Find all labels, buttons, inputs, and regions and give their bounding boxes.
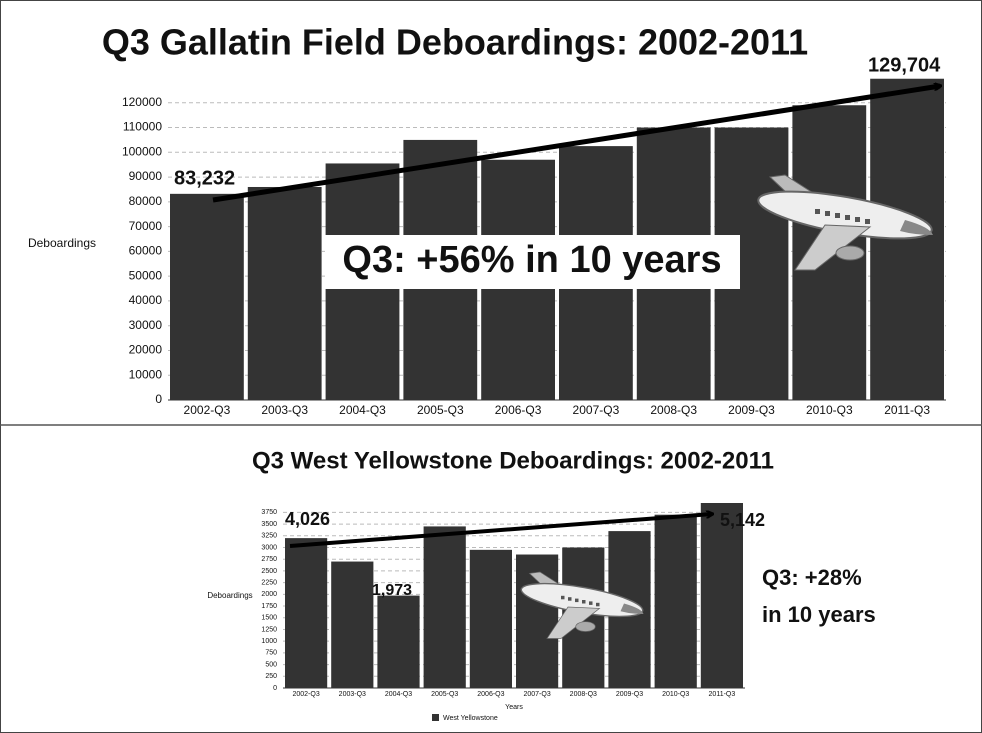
y-tick-label: 80000: [129, 194, 163, 208]
x-tick-label: 2003-Q3: [339, 691, 366, 698]
y-tick-label: 2500: [261, 568, 277, 575]
bar: [285, 538, 328, 688]
bar: [377, 595, 420, 688]
y-tick-label: 50000: [129, 268, 163, 282]
annotation: 5,142: [720, 510, 765, 530]
y-tick-label: 110000: [123, 120, 162, 134]
bar: [423, 526, 466, 688]
annotation: Q3: +56% in 10 years: [342, 239, 721, 281]
x-tick-label: 2009-Q3: [616, 691, 643, 698]
x-tick-label: 2004-Q3: [339, 403, 386, 417]
bar: [170, 193, 244, 400]
x-tick-label: 2005-Q3: [417, 403, 464, 417]
legend-swatch: [432, 714, 439, 721]
y-tick-label: 90000: [129, 169, 163, 183]
bar: [700, 503, 743, 688]
y-tick-label: 100000: [122, 144, 162, 158]
y-tick-label: 3750: [261, 509, 277, 516]
y-tick-label: 60000: [129, 244, 163, 258]
x-tick-label: 2004-Q3: [385, 691, 412, 698]
y-tick-label: 2000: [261, 591, 277, 598]
y-tick-label: 40000: [129, 293, 163, 307]
annotation: in 10 years: [762, 602, 876, 627]
bar: [870, 78, 944, 401]
y-tick-label: 0: [273, 685, 277, 692]
y-tick-label: 3000: [261, 544, 277, 551]
bar: [247, 186, 322, 400]
y-tick-label: 20000: [129, 343, 163, 357]
legend-label: West Yellowstone: [443, 715, 498, 722]
x-tick-label: 2010-Q3: [662, 691, 689, 698]
y-axis-label: Deboardings: [207, 591, 252, 600]
x-axis-label: Years: [505, 704, 523, 711]
chart-title: Q3 Gallatin Field Deboardings: 2002-2011: [102, 22, 808, 63]
y-tick-label: 2250: [261, 579, 277, 586]
y-axis-label: Deboardings: [28, 236, 96, 250]
y-tick-label: 1250: [261, 626, 277, 633]
annotation: 1,973: [372, 582, 412, 599]
trend-arrow: [289, 514, 712, 548]
y-tick-label: 30000: [129, 318, 163, 332]
y-tick-label: 3500: [261, 521, 277, 528]
y-tick-label: 3250: [261, 533, 277, 540]
x-tick-label: 2005-Q3: [431, 691, 458, 698]
y-tick-label: 10000: [129, 367, 163, 381]
x-tick-label: 2011-Q3: [709, 691, 736, 698]
bar: [469, 549, 512, 688]
y-tick-label: 120000: [122, 95, 162, 109]
y-tick-label: 250: [265, 673, 277, 680]
x-tick-label: 2006-Q3: [477, 691, 504, 698]
x-tick-label: 2010-Q3: [806, 403, 853, 417]
y-tick-label: 1000: [261, 638, 277, 645]
trend-arrow: [212, 86, 940, 203]
x-tick-label: 2007-Q3: [523, 691, 550, 698]
annotations: 83,232 129,704 Q3: +56% in 10 years 4,026 1,…: [174, 54, 941, 627]
annotation: 129,704: [868, 54, 941, 76]
bar: [331, 561, 374, 688]
x-tick-label: 2008-Q3: [570, 691, 597, 698]
y-tick-label: 0: [155, 392, 162, 406]
x-tick-label: 2009-Q3: [728, 403, 775, 417]
airplane-icon: [520, 571, 644, 639]
x-tick-label: 2007-Q3: [573, 403, 620, 417]
x-tick-label: 2008-Q3: [650, 403, 697, 417]
x-tick-label: 2003-Q3: [261, 403, 308, 417]
annotation: 4,026: [285, 509, 330, 529]
x-tick-label: 2006-Q3: [495, 403, 542, 417]
x-tick-label: 2011-Q3: [884, 403, 930, 417]
y-tick-label: 1750: [261, 603, 277, 610]
y-tick-label: 70000: [129, 219, 163, 233]
y-tick-label: 750: [265, 650, 277, 657]
annotation: 83,232: [174, 167, 235, 189]
annotation-box: [325, 235, 740, 289]
y-tick-label: 2750: [261, 556, 277, 563]
annotation: Q3: +28%: [762, 565, 862, 590]
x-tick-label: 2002-Q3: [292, 691, 319, 698]
chart-title: Q3 West Yellowstone Deboardings: 2002-20…: [252, 447, 774, 474]
bar: [654, 514, 697, 688]
y-tick-label: 1500: [261, 615, 277, 622]
x-tick-label: 2002-Q3: [184, 403, 231, 417]
airplane-icon: [757, 174, 933, 271]
y-tick-label: 500: [265, 661, 277, 668]
